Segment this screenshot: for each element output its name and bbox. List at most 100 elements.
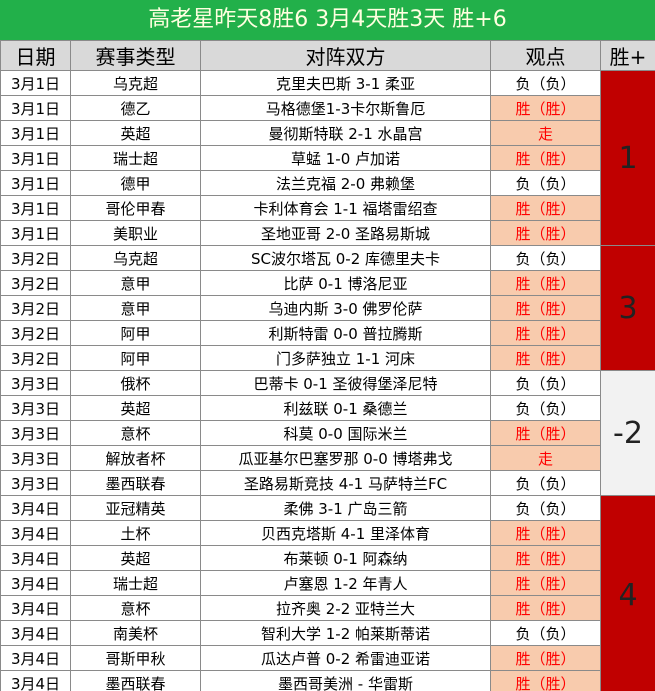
match-cell: 卡利体育会 1-1 福塔雷绍查 — [200, 195, 491, 221]
league-cell: 哥伦甲春 — [70, 195, 201, 221]
header-cell: 观点 — [490, 40, 601, 71]
league-cell: 美职业 — [70, 220, 201, 246]
header-cell: 日期 — [0, 40, 71, 71]
row: 3月4日 亚冠精英 柔佛 3-1 广岛三箭 负（负） 4 — [0, 495, 655, 691]
header-cell: 赛事类型 — [70, 40, 201, 71]
league-cell: 意甲 — [70, 295, 201, 321]
view-cell: 胜（胜） — [490, 570, 601, 596]
view-cell: 胜（胜） — [490, 520, 601, 546]
league-cell: 英超 — [70, 120, 201, 146]
league-cell: 墨西联春 — [70, 670, 201, 691]
date-cell: 3月4日 — [0, 545, 71, 571]
view-cell: 负（负） — [490, 495, 601, 521]
match-cell: 智利大学 1-2 帕莱斯蒂诺 — [200, 620, 491, 646]
result-cell: 4 — [600, 495, 655, 691]
row: 3月1日 哥伦甲春 卡利体育会 1-1 福塔雷绍查 胜（胜） — [0, 195, 655, 221]
view-cell: 负（负） — [490, 370, 601, 396]
view-cell: 负（负） — [490, 470, 601, 496]
date-cell: 3月1日 — [0, 95, 71, 121]
row: 3月4日 瑞士超 卢塞恩 1-2 年青人 胜（胜） — [0, 570, 655, 596]
match-cell: 巴蒂卡 0-1 圣彼得堡泽尼特 — [200, 370, 491, 396]
row: 3月1日 英超 曼彻斯特联 2-1 水晶宫走 — [0, 120, 655, 146]
table: 日期 赛事类型 对阵双方 观点 胜+ 3月1日 乌克超 克里夫巴斯 3-1 柔亚 负（负） 1 3… — [0, 40, 655, 691]
date-cell: 3月2日 — [0, 295, 71, 321]
header-cell: 胜+ — [600, 40, 655, 71]
row: 3月3日 解放者杯 瓜亚基尔巴塞罗那 0-0 博塔弗戈走 — [0, 445, 655, 471]
row: 3月1日 乌克超 克里夫巴斯 3-1 柔亚 负（负） 1 — [0, 70, 655, 246]
view-cell: 负（负） — [490, 70, 601, 96]
date-cell: 3月4日 — [0, 495, 71, 521]
date-cell: 3月1日 — [0, 195, 71, 221]
view-cell: 负（负） — [490, 170, 601, 196]
league-cell: 英超 — [70, 395, 201, 421]
view-cell: 胜（胜） — [490, 420, 601, 446]
date-cell: 3月4日 — [0, 520, 71, 546]
view-cell: 胜（胜） — [490, 545, 601, 571]
view-cell: 胜（胜） — [490, 220, 601, 246]
row: 3月2日 阿甲 利斯特雷 0-0 普拉腾斯 胜（胜） — [0, 320, 655, 346]
match-cell: 曼彻斯特联 2-1 水晶宫 — [200, 120, 491, 146]
match-cell: 草蜢 1-0 卢加诺 — [200, 145, 491, 171]
row: 3月1日 瑞士超 草蜢 1-0 卢加诺 胜（胜） — [0, 145, 655, 171]
result-cell: -2 — [600, 370, 655, 496]
row: 3月3日 俄杯 巴蒂卡 0-1 圣彼得堡泽尼特 负（负） -2 — [0, 370, 655, 496]
view-cell: 胜（胜） — [490, 670, 601, 691]
league-cell: 哥斯甲秋 — [70, 645, 201, 671]
match-cell: 马格德堡1-3卡尔斯鲁厄 — [200, 95, 491, 121]
date-cell: 3月3日 — [0, 470, 71, 496]
date-cell: 3月1日 — [0, 170, 71, 196]
date-cell: 3月3日 — [0, 445, 71, 471]
view-cell: 胜（胜） — [490, 320, 601, 346]
league-cell: 俄杯 — [70, 370, 201, 396]
league-cell: 土杯 — [70, 520, 201, 546]
league-cell: 英超 — [70, 545, 201, 571]
date-cell: 3月4日 — [0, 595, 71, 621]
match-cell: 比萨 0-1 博洛尼亚 — [200, 270, 491, 296]
league-cell: 南美杯 — [70, 620, 201, 646]
match-cell: 瓜达卢普 0-2 希雷迪亚诺 — [200, 645, 491, 671]
league-cell: 亚冠精英 — [70, 495, 201, 521]
row: 3月2日 乌克超 SC波尔塔瓦 0-2 库德里夫卡 负（负） 3 — [0, 245, 655, 371]
view-cell: 走 — [490, 120, 601, 146]
row: 3月2日 阿甲 门多萨独立 1-1 河床 胜（胜） — [0, 345, 655, 371]
date-cell: 3月1日 — [0, 70, 71, 96]
result-cell: 1 — [600, 70, 655, 246]
view-cell: 负（负） — [490, 245, 601, 271]
view-cell: 胜（胜） — [490, 595, 601, 621]
row: 3月1日 德乙 马格德堡1-3卡尔斯鲁厄 胜（胜） — [0, 95, 655, 121]
date-cell: 3月4日 — [0, 670, 71, 691]
match-cell: 墨西哥美洲 - 华雷斯 — [200, 670, 491, 691]
date-cell: 3月1日 — [0, 220, 71, 246]
match-cell: 布莱顿 0-1 阿森纳 — [200, 545, 491, 571]
date-cell: 3月2日 — [0, 270, 71, 296]
row: 3月3日 墨西联春 圣路易斯竞技 4-1 马萨特兰FC 负（负） — [0, 470, 655, 496]
league-cell: 瑞士超 — [70, 570, 201, 596]
view-cell: 胜（胜） — [490, 95, 601, 121]
row: 3月1日 德甲 法兰克福 2-0 弗赖堡 负（负） — [0, 170, 655, 196]
view-cell: 胜（胜） — [490, 345, 601, 371]
date-cell: 3月4日 — [0, 570, 71, 596]
row: 3月3日 意杯 科莫 0-0 国际米兰 胜（胜） — [0, 420, 655, 446]
league-cell: 意杯 — [70, 595, 201, 621]
header-cell: 对阵双方 — [200, 40, 491, 71]
match-cell: 乌迪内斯 3-0 佛罗伦萨 — [200, 295, 491, 321]
league-cell: 阿甲 — [70, 320, 201, 346]
view-cell: 胜（胜） — [490, 295, 601, 321]
match-cell: 克里夫巴斯 3-1 柔亚 — [200, 70, 491, 96]
date-cell: 3月3日 — [0, 420, 71, 446]
date-cell: 3月3日 — [0, 370, 71, 396]
date-cell: 3月4日 — [0, 620, 71, 646]
date-cell: 3月4日 — [0, 645, 71, 671]
row: 3月4日 南美杯 智利大学 1-2 帕莱斯蒂诺 负（负） — [0, 620, 655, 646]
league-cell: 瑞士超 — [70, 145, 201, 171]
row: 3月4日 英超 布莱顿 0-1 阿森纳 胜（胜） — [0, 545, 655, 571]
view-cell: 走 — [490, 445, 601, 471]
match-cell: 利斯特雷 0-0 普拉腾斯 — [200, 320, 491, 346]
match-cell: 科莫 0-0 国际米兰 — [200, 420, 491, 446]
match-cell: 贝西克塔斯 4-1 里泽体育 — [200, 520, 491, 546]
date-cell: 3月1日 — [0, 120, 71, 146]
match-cell: 圣路易斯竞技 4-1 马萨特兰FC — [200, 470, 491, 496]
league-cell: 德甲 — [70, 170, 201, 196]
row: 3月4日 哥斯甲秋 瓜达卢普 0-2 希雷迪亚诺 胜（胜） — [0, 645, 655, 671]
